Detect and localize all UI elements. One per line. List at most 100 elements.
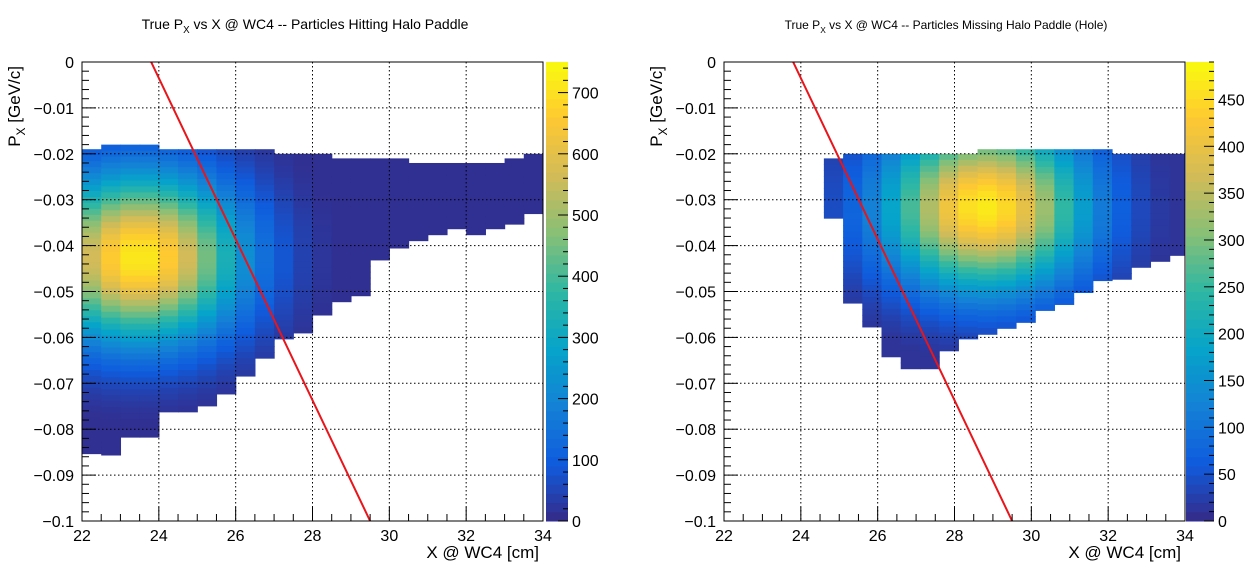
heatmap-cell: [216, 190, 237, 198]
heatmap-cell: [939, 291, 959, 298]
heatmap-cell: [919, 362, 940, 370]
heatmap-cell: [958, 302, 979, 310]
heatmap-cell: [919, 231, 940, 238]
heatmap-cell: [881, 255, 902, 262]
heatmap-cell: [312, 153, 333, 161]
heatmap-cell: [862, 201, 883, 209]
heatmap-cell: [1150, 237, 1171, 244]
heatmap-cell: [120, 162, 141, 170]
heatmap-cell: [1169, 231, 1185, 238]
heatmap-cell: [900, 213, 921, 221]
colorbar-segment: [1186, 364, 1214, 375]
heatmap-cell: [1035, 149, 1055, 156]
heatmap-cell: [82, 220, 102, 228]
heatmap-cell: [1169, 189, 1185, 197]
heatmap-cell: [446, 222, 467, 230]
heatmap-cell: [919, 320, 940, 328]
heatmap-cell: [216, 167, 237, 174]
heatmap-cell: [101, 269, 122, 277]
colorbar-segment: [546, 401, 568, 412]
heatmap-cell: [139, 240, 160, 247]
heatmap-cell: [235, 238, 256, 246]
heatmap-cell: [197, 190, 218, 198]
heatmap-cell: [312, 261, 333, 268]
heatmap-cell: [158, 399, 179, 407]
heatmap-cell: [939, 177, 959, 185]
heatmap-cell: [823, 176, 844, 183]
heatmap-cell: [331, 259, 352, 267]
heatmap-cell: [1054, 208, 1075, 216]
heatmap-cell: [82, 256, 102, 264]
heatmap-cell: [389, 212, 410, 219]
heatmap-cell: [370, 176, 390, 183]
heatmap-cell: [1112, 153, 1132, 161]
heatmap-cell: [139, 222, 160, 229]
colorbar-segment: [1186, 291, 1214, 302]
heatmap-cell: [235, 340, 256, 347]
heatmap-cell: [254, 155, 275, 162]
heatmap-cell: [370, 206, 390, 213]
heatmap-cell: [197, 346, 218, 353]
colorbar-segment: [546, 319, 568, 329]
heatmap-cell: [197, 358, 218, 365]
heatmap-cell: [823, 182, 844, 189]
heatmap-cell: [82, 399, 102, 407]
heatmap-cell: [523, 171, 543, 179]
heatmap-cell: [158, 405, 179, 413]
colorbar-segment: [1186, 190, 1214, 201]
heatmap-cell: [293, 159, 314, 167]
heatmap-cell: [881, 207, 902, 215]
heatmap-cell: [1131, 159, 1152, 167]
heatmap-cell: [408, 192, 429, 200]
heatmap-cell: [331, 229, 352, 237]
heatmap-cell: [197, 262, 218, 270]
heatmap-cell: [427, 198, 448, 206]
heatmap-cell: [254, 190, 275, 198]
heatmap-cell: [862, 243, 883, 250]
heatmap-cell: [427, 168, 448, 176]
heatmap-cell: [919, 273, 940, 280]
heatmap-cell: [312, 255, 333, 262]
heatmap-cell: [350, 283, 371, 291]
heatmap-cell: [178, 208, 198, 216]
heatmap-cell: [1112, 249, 1132, 256]
heatmap-cell: [485, 222, 506, 230]
heatmap-cell: [139, 204, 160, 211]
heatmap-cell: [216, 387, 237, 395]
heatmap-cell: [197, 286, 218, 294]
heatmap-cell: [82, 167, 102, 174]
heatmap-cell: [1015, 226, 1036, 234]
heatmap-cell: [843, 177, 863, 185]
heatmap-cell: [1015, 173, 1036, 180]
heatmap-cell: [350, 241, 371, 249]
heatmap-cell: [977, 250, 998, 258]
y-tick-label: −0.08: [34, 422, 75, 439]
heatmap-cell: [843, 243, 863, 250]
heatmap-cell: [843, 165, 863, 173]
heatmap-cell: [274, 249, 294, 256]
heatmap-cell: [274, 320, 294, 328]
heatmap-cell: [216, 179, 237, 186]
heatmap-cell: [1015, 185, 1036, 192]
heatmap-cell: [235, 358, 256, 365]
heatmap-cell: [900, 338, 921, 346]
heatmap-cell: [977, 304, 998, 311]
heatmap-cell: [919, 356, 940, 364]
y-tick-label: −0.04: [34, 239, 75, 256]
heatmap-cell: [1035, 250, 1055, 258]
heatmap-cell: [977, 268, 998, 276]
y-tick-label: −0.03: [676, 193, 717, 210]
heatmap-cell: [274, 219, 294, 227]
heatmap-cell: [197, 185, 218, 192]
heatmap-cell: [1112, 201, 1132, 209]
heatmap-cell: [254, 196, 275, 204]
heatmap-cell: [427, 180, 448, 188]
heatmap-cell: [216, 149, 237, 156]
heatmap-cell: [370, 229, 390, 237]
heatmap-cell: [1015, 232, 1036, 240]
heatmap-cell: [178, 393, 198, 401]
heatmap-cell: [427, 174, 448, 182]
heatmap-cell: [158, 322, 179, 329]
heatmap-cell: [370, 188, 390, 195]
